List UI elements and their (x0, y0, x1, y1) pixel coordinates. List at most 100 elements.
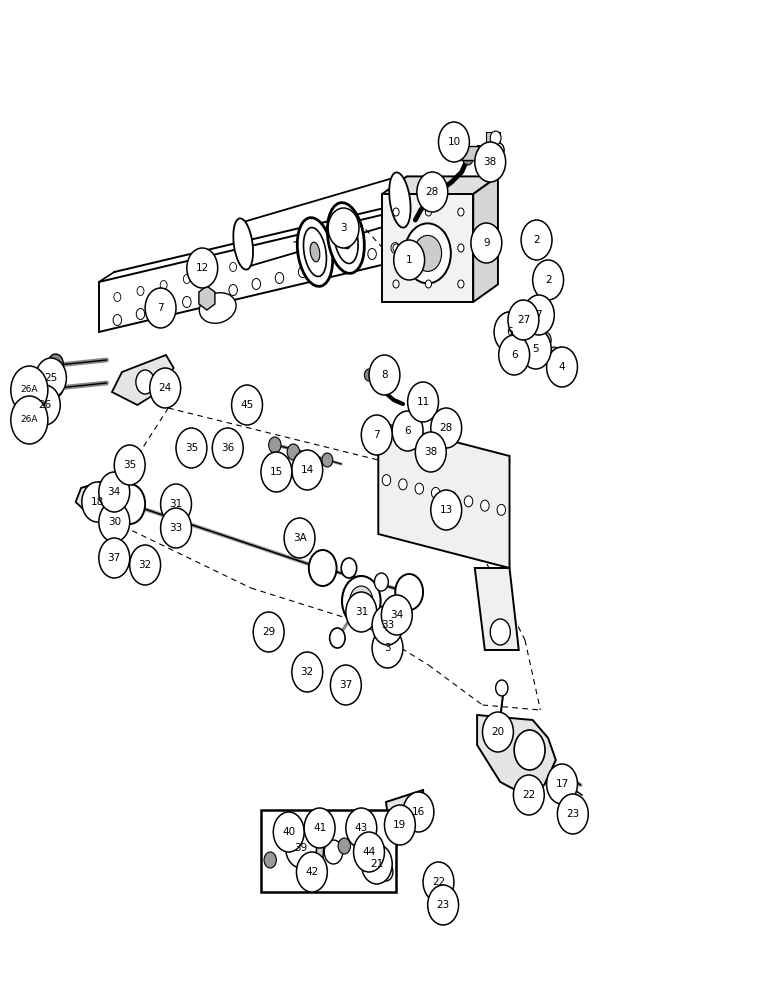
Circle shape (99, 472, 130, 512)
Ellipse shape (340, 227, 351, 249)
Circle shape (382, 475, 391, 486)
Circle shape (493, 143, 504, 157)
Bar (261, 810, 396, 892)
Circle shape (513, 775, 544, 815)
Circle shape (394, 240, 425, 280)
Text: 3A: 3A (293, 533, 306, 543)
Circle shape (425, 208, 432, 216)
Text: 29: 29 (262, 627, 276, 637)
Text: 32: 32 (138, 560, 152, 570)
Circle shape (150, 368, 181, 408)
Circle shape (253, 612, 284, 652)
Text: 16: 16 (411, 807, 425, 817)
Text: 44: 44 (362, 847, 376, 857)
Circle shape (346, 592, 377, 632)
Circle shape (557, 794, 588, 834)
Text: 6: 6 (405, 426, 411, 436)
Text: 3: 3 (384, 643, 391, 653)
Ellipse shape (334, 213, 358, 263)
Text: 7: 7 (536, 310, 542, 320)
Circle shape (388, 614, 403, 634)
Circle shape (11, 396, 48, 444)
Circle shape (384, 805, 415, 845)
Circle shape (490, 131, 501, 145)
Text: 41: 41 (313, 823, 327, 833)
Text: 25: 25 (44, 373, 58, 383)
Polygon shape (112, 355, 174, 405)
Text: 8: 8 (381, 370, 388, 380)
Circle shape (286, 828, 317, 868)
Text: 1: 1 (406, 255, 412, 265)
Circle shape (471, 223, 502, 263)
Text: 31: 31 (354, 607, 368, 617)
Circle shape (548, 347, 560, 363)
Circle shape (273, 812, 304, 852)
Circle shape (205, 290, 215, 302)
Circle shape (365, 830, 376, 844)
Circle shape (182, 296, 191, 308)
Circle shape (379, 863, 393, 881)
Ellipse shape (303, 228, 327, 276)
Polygon shape (236, 392, 255, 420)
Circle shape (428, 885, 459, 925)
Circle shape (145, 288, 176, 328)
Circle shape (36, 358, 66, 398)
Circle shape (330, 628, 345, 648)
Circle shape (299, 266, 307, 277)
Text: 22: 22 (522, 790, 536, 800)
Text: 28: 28 (439, 423, 453, 433)
Text: 2: 2 (533, 235, 540, 245)
Circle shape (350, 586, 373, 616)
Text: 33: 33 (169, 523, 183, 533)
Circle shape (403, 792, 434, 832)
Circle shape (137, 286, 144, 296)
Circle shape (372, 628, 403, 668)
Polygon shape (76, 475, 127, 518)
Ellipse shape (199, 293, 236, 323)
Circle shape (346, 808, 377, 848)
Polygon shape (475, 568, 519, 650)
Circle shape (497, 504, 506, 515)
Bar (486, 132, 500, 142)
Text: 22: 22 (432, 877, 445, 887)
Circle shape (521, 220, 552, 260)
Circle shape (482, 712, 513, 752)
Text: 37: 37 (107, 553, 121, 563)
Circle shape (136, 308, 145, 320)
Circle shape (101, 483, 112, 497)
Text: 27: 27 (516, 315, 530, 325)
Circle shape (296, 852, 327, 892)
Text: 7: 7 (157, 303, 164, 313)
Polygon shape (382, 176, 498, 194)
Circle shape (437, 231, 445, 241)
Circle shape (269, 437, 281, 453)
Circle shape (414, 235, 442, 271)
Text: 45: 45 (240, 400, 254, 410)
Text: 32: 32 (300, 667, 314, 677)
Text: 38: 38 (424, 447, 438, 457)
Circle shape (415, 432, 446, 472)
Text: 30: 30 (107, 517, 121, 527)
Circle shape (448, 492, 456, 503)
Text: 20: 20 (491, 727, 505, 737)
Text: 6: 6 (511, 350, 517, 360)
Ellipse shape (233, 218, 253, 270)
Circle shape (395, 574, 423, 610)
Circle shape (458, 280, 464, 288)
Circle shape (292, 450, 323, 490)
Circle shape (398, 479, 407, 490)
Circle shape (261, 452, 292, 492)
Ellipse shape (310, 242, 320, 262)
Text: 4: 4 (559, 362, 565, 372)
Circle shape (330, 665, 361, 705)
Ellipse shape (327, 203, 364, 273)
Circle shape (229, 284, 238, 296)
Text: 38: 38 (483, 157, 497, 167)
Circle shape (431, 490, 462, 530)
Text: 26: 26 (38, 400, 52, 410)
Circle shape (523, 295, 554, 335)
Circle shape (464, 496, 472, 507)
Circle shape (477, 146, 489, 162)
Circle shape (475, 142, 506, 182)
Circle shape (48, 377, 63, 397)
